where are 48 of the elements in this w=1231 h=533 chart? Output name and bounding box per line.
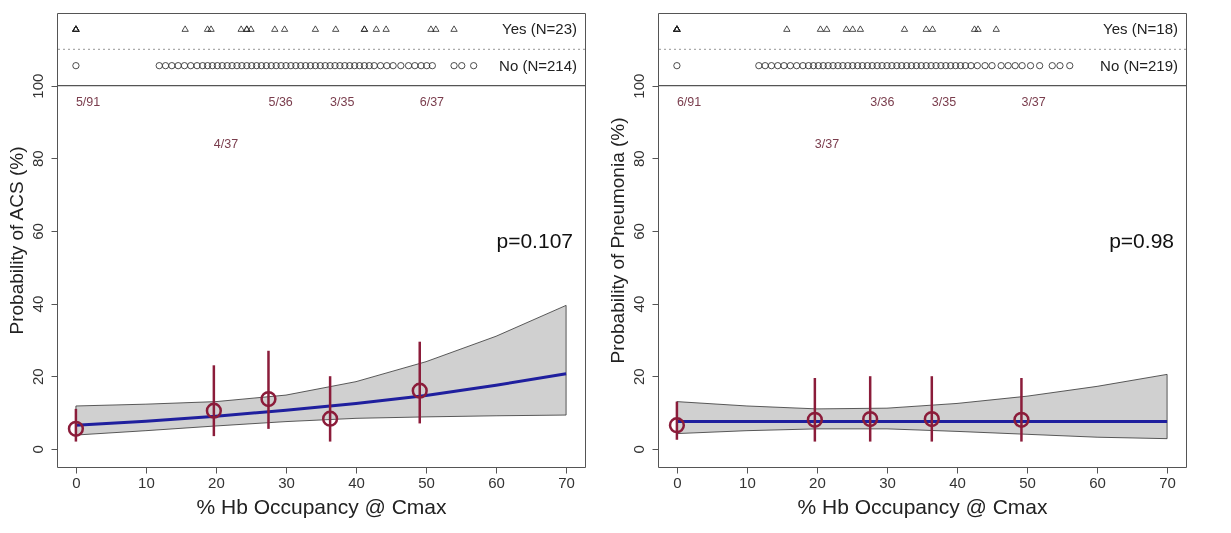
x-tick-label: 60 — [488, 473, 505, 491]
annotation: 4/37 — [213, 136, 239, 151]
x-tick-label: 0 — [673, 473, 682, 491]
y-axis-title: Probability of Pneumonia (%) — [606, 117, 628, 364]
annotation: 5/91 — [75, 94, 101, 109]
x-tick-label: 20 — [809, 473, 826, 491]
x-tick-label: 50 — [418, 473, 435, 491]
annotation: p=0.98 — [1109, 229, 1174, 253]
annotation: 5/36 — [268, 94, 293, 109]
y-tick-label: 100 — [28, 73, 46, 99]
series-label: No (N=219) — [1100, 56, 1178, 74]
annotation: 3/37 — [814, 136, 840, 151]
y-tick-label: 0 — [28, 445, 46, 454]
y-tick-label: 40 — [629, 295, 647, 313]
x-tick-label: 50 — [1019, 473, 1036, 491]
annotation: 3/35 — [931, 94, 957, 109]
x-tick-label: 40 — [949, 473, 966, 491]
annotation: 6/91 — [676, 94, 702, 109]
x-tick-label: 30 — [278, 473, 295, 491]
x-axis-title: % Hb Occupancy @ Cmax — [196, 494, 448, 518]
y-tick-label: 80 — [28, 150, 46, 168]
x-tick-label: 40 — [348, 473, 365, 491]
y-axis-title: Probability of ACS (%) — [5, 146, 27, 335]
annotation: 3/36 — [870, 94, 895, 109]
x-tick-label: 60 — [1089, 473, 1106, 491]
annotation: 3/35 — [330, 94, 355, 109]
x-tick-label: 20 — [208, 473, 225, 491]
x-tick-label: 10 — [739, 473, 756, 491]
y-tick-label: 80 — [629, 150, 647, 168]
annotation: p=0.107 — [496, 229, 573, 253]
annotation: 3/37 — [1021, 94, 1046, 109]
x-tick-label: 70 — [1159, 473, 1176, 491]
y-tick-label: 100 — [629, 73, 647, 99]
y-tick-label: 60 — [629, 223, 647, 240]
y-tick-label: 0 — [629, 445, 647, 454]
y-tick-label: 40 — [28, 295, 46, 313]
series-label: No (N=214) — [499, 56, 577, 74]
y-tick-label: 20 — [629, 368, 647, 386]
x-tick-label: 30 — [879, 473, 896, 491]
text: Yes (N=23) — [502, 19, 577, 37]
annotation: 6/37 — [419, 94, 445, 109]
y-tick-label: 60 — [28, 223, 46, 240]
text: Yes (N=18) — [1103, 19, 1178, 37]
x-tick-label: 0 — [72, 473, 81, 491]
x-tick-label: 10 — [138, 473, 155, 491]
x-axis-title: % Hb Occupancy @ Cmax — [797, 494, 1049, 518]
y-tick-label: 20 — [28, 368, 46, 386]
x-tick-label: 70 — [558, 473, 575, 491]
